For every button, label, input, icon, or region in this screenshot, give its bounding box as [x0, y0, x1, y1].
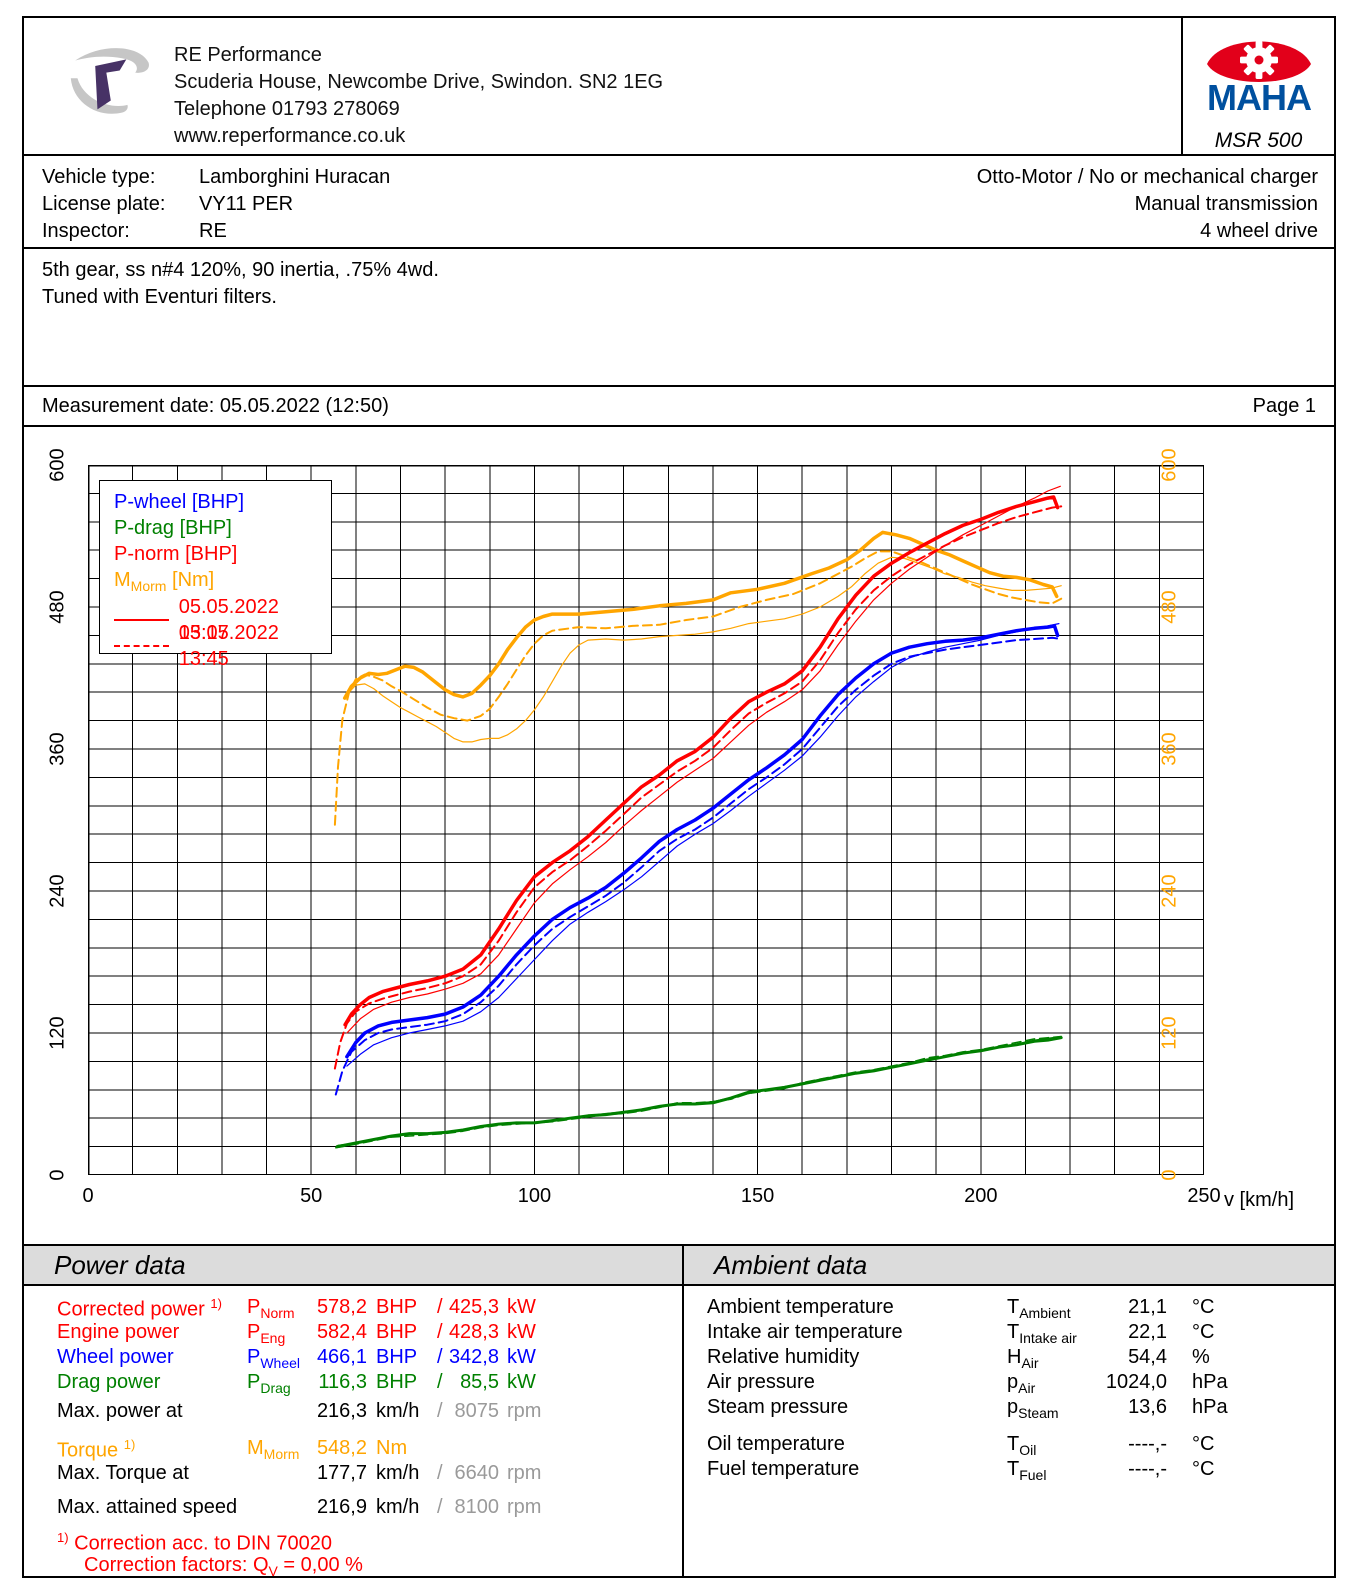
- power-data-title: Power data: [54, 1249, 186, 1280]
- curve-p-wheel-bhp-run-13-17: [345, 624, 1060, 1059]
- axis-tick-label: 150: [740, 1185, 775, 1207]
- axis-tick-label: 600: [46, 448, 69, 482]
- correction-footnote-1: 1) Correction acc. to DIN 70020: [57, 1530, 333, 1555]
- inspector-row: Inspector: RE: [42, 218, 390, 245]
- license-plate-label: License plate:: [42, 193, 166, 215]
- curve-p-eng-bhp-thin-trace-ends-582-: [346, 485, 1061, 1034]
- inspector-value: RE: [199, 220, 227, 242]
- company-website: www.reperformance.co.uk: [174, 125, 406, 147]
- vehicle-type-value: Lamborghini Huracan: [199, 166, 391, 188]
- company-address-block: RE Performance Scuderia House, Newcombe …: [174, 42, 663, 150]
- transmission-label: Manual transmission: [1134, 193, 1318, 215]
- notes-section: 5th gear, ss n#4 120%, 90 inertia, .75% …: [24, 249, 1334, 387]
- ambient-data-column: Ambient data Ambient temperature TAmbien…: [682, 1246, 1334, 1576]
- legend-item-torque: MMorm [Nm]: [114, 569, 215, 594]
- note-line-2: Tuned with Eventuri filters.: [42, 286, 277, 308]
- ambient-data-header: Ambient data: [684, 1246, 1334, 1286]
- company-telephone: Telephone 01793 278069: [174, 98, 400, 120]
- power-data-column: Power data Corrected power 1) PNorm 578,…: [24, 1246, 682, 1579]
- page-number: Page 1: [1252, 394, 1316, 417]
- vehicle-type-row: Vehicle type: Lamborghini Huracan: [42, 164, 390, 191]
- dashed-line-sample-icon: [114, 645, 169, 647]
- solid-line-sample-icon: [114, 619, 169, 621]
- license-plate-value: VY11 PER: [199, 193, 294, 215]
- legend-runs: 05.05.2022 13:17 05.05.2022 13:45: [114, 596, 331, 670]
- axis-tick-label: 0: [82, 1185, 94, 1207]
- vehicle-info-right: Otto-Motor / No or mechanical charger Ma…: [977, 164, 1318, 245]
- device-model-label: MSR 500: [1214, 129, 1303, 152]
- engine-type-label: Otto-Motor / No or mechanical charger: [976, 166, 1318, 188]
- svg-text:MAHA: MAHA: [1207, 77, 1312, 118]
- legend-run-dashed: 05.05.2022 13:45: [114, 622, 331, 670]
- dyno-curves-plot: [88, 465, 1204, 1175]
- x-axis-unit-label: v [km/h]: [1223, 1189, 1294, 1211]
- legend-item-p-wheel: P-wheel [BHP]: [114, 491, 245, 513]
- legend-item-p-norm: P-norm [BHP]: [114, 543, 238, 565]
- correction-footnote-2: Correction factors: QV = 0,00 %: [84, 1554, 363, 1579]
- axis-tick-label: 360: [1158, 732, 1181, 766]
- axis-tick-label: 240: [1158, 874, 1181, 908]
- axis-tick-label: 600: [1158, 448, 1181, 482]
- legend-run-solid-label: 05.05.2022 13:17: [178, 596, 279, 644]
- company-name: RE Performance: [174, 44, 322, 66]
- re-performance-logo-icon: [70, 48, 149, 114]
- power-data-header: Power data: [24, 1246, 682, 1286]
- curve-p-wheel-bhp-run-13-45: [334, 636, 1063, 1096]
- vehicle-info-left: Vehicle type: Lamborghini Huracan Licens…: [42, 164, 390, 245]
- inspector-label: Inspector:: [42, 220, 130, 242]
- axis-tick-label: 480: [46, 590, 69, 624]
- curve-m-norm-torque-nm-run-13-17: [342, 530, 1059, 700]
- report-page: RE Performance Scuderia House, Newcombe …: [22, 16, 1336, 1579]
- legend-run-dashed-label: 05.05.2022 13:45: [178, 622, 279, 670]
- dyno-chart-section: P-wheel [BHP] P-drag [BHP] P-norm [BHP] …: [24, 427, 1334, 1246]
- axis-tick-label: 200: [964, 1185, 998, 1207]
- note-line-1: 5th gear, ss n#4 120%, 90 inertia, .75% …: [42, 259, 439, 281]
- axis-tick-label: 480: [1158, 590, 1181, 624]
- company-street: Scuderia House, Newcombe Drive, Swindon.…: [174, 71, 664, 93]
- vehicle-type-label: Vehicle type:: [42, 166, 156, 188]
- axis-tick-label: 50: [300, 1185, 323, 1207]
- axis-tick-label: 360: [46, 732, 69, 766]
- axis-tick-label: 100: [517, 1185, 552, 1207]
- curve-p-drag-bhp-thin-trace-: [337, 1035, 1062, 1147]
- legend-item-p-drag: P-drag [BHP]: [114, 517, 232, 539]
- vehicle-info-section: Vehicle type: Lamborghini Huracan Licens…: [24, 156, 1334, 249]
- axis-tick-label: 0: [46, 1169, 69, 1181]
- axis-tick-label: 120: [46, 1016, 69, 1050]
- chart-legend: P-wheel [BHP] P-drag [BHP] P-norm [BHP] …: [99, 480, 332, 670]
- plot-area: P-wheel [BHP] P-drag [BHP] P-norm [BHP] …: [88, 465, 1204, 1175]
- report-header: RE Performance Scuderia House, Newcombe …: [24, 18, 1334, 156]
- axis-tick-label: 120: [1158, 1016, 1181, 1050]
- notes-text: 5th gear, ss n#4 120%, 90 inertia, .75% …: [42, 257, 439, 311]
- device-logo-cell: MAHA MSR 500: [1181, 18, 1334, 154]
- curve-m-wheel-torque-nm-thin-trace-: [346, 556, 1062, 743]
- measurement-date-bar: Measurement date: 05.05.2022 (12:50) Pag…: [24, 387, 1334, 427]
- measurement-date: Measurement date: 05.05.2022 (12:50): [42, 394, 389, 417]
- curve-p-wheel-bhp-thin-trace-ends-466-: [346, 623, 1060, 1067]
- data-tables-section: Power data Corrected power 1) PNorm 578,…: [24, 1246, 1334, 1579]
- legend-run-solid: 05.05.2022 13:17: [114, 596, 331, 644]
- drivetrain-label: 4 wheel drive: [1200, 220, 1318, 242]
- license-plate-row: License plate: VY11 PER: [42, 191, 390, 218]
- axis-tick-label: 0: [1158, 1169, 1181, 1181]
- axis-tick-label: 240: [46, 874, 69, 908]
- axis-tick-label: 250: [1187, 1185, 1221, 1207]
- ambient-data-title: Ambient data: [714, 1249, 868, 1280]
- curve-p-norm-bhp-run-13-45: [333, 505, 1063, 1070]
- curve-p-norm-bhp-run-13-17: [343, 495, 1060, 1027]
- maha-logo-icon: MAHA: [1206, 41, 1313, 119]
